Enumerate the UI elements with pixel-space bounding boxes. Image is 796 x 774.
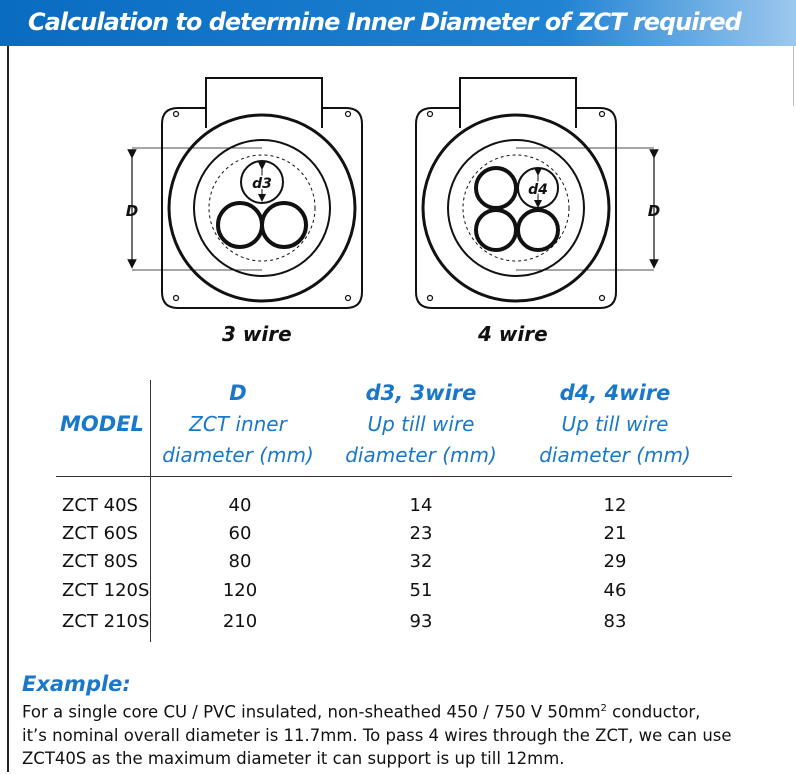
example-heading: Example: — [22, 672, 131, 696]
col-header-d-line1: ZCT inner — [189, 412, 287, 436]
page-title: Calculation to determine Inner Diameter … — [28, 8, 742, 36]
col-header-d-line2: diameter (mm) — [162, 443, 314, 467]
col-header-d: D ZCT inner diameter (mm) — [158, 378, 318, 471]
example-line-2: it’s nominal overall diameter is 11.7mm.… — [22, 725, 732, 745]
model-cell: ZCT 40S — [62, 495, 138, 516]
d-cell: 80 — [228, 551, 252, 572]
table-header-rule — [56, 476, 732, 477]
right-rule — [793, 46, 794, 106]
col-header-d-title: D — [229, 381, 247, 405]
col-header-d3-line1: Up till wire — [367, 412, 475, 436]
example-line-3: ZCT40S as the maximum diameter it can su… — [22, 748, 565, 768]
example-text: For a single core CU / PVC insulated, no… — [22, 697, 792, 770]
example-line-1: For a single core CU / PVC insulated, no… — [22, 702, 701, 722]
col-header-d3: d3, 3wire Up till wire diameter (mm) — [340, 378, 502, 471]
caption-3-wire: 3 wire — [222, 322, 292, 346]
wire-label-d3: d3 — [252, 176, 272, 192]
d-cell: 120 — [222, 580, 258, 601]
diagram-4-wire — [415, 77, 659, 309]
col-header-d4-title: d4, 4wire — [559, 381, 671, 405]
model-header: MODEL — [60, 412, 144, 436]
model-cell: ZCT 80S — [62, 551, 138, 572]
col-header-d4-line1: Up till wire — [561, 412, 669, 436]
left-rule — [7, 46, 9, 772]
d-cell: 210 — [222, 611, 258, 632]
d4-cell: 21 — [603, 523, 627, 544]
d-cell: 60 — [228, 523, 252, 544]
d-cell: 40 — [228, 495, 252, 516]
d3-cell: 51 — [409, 580, 433, 601]
d4-cell: 12 — [603, 495, 627, 516]
d3-cell: 23 — [409, 523, 433, 544]
d3-cell: 32 — [409, 551, 433, 572]
wire-label-d4: d4 — [528, 182, 548, 198]
zct-diagrams: D d3 D d4 — [126, 77, 660, 309]
col-header-d4: d4, 4wire Up till wire diameter (mm) — [534, 378, 696, 471]
dimension-label-d-4wire: D — [648, 202, 660, 220]
table-vertical-rule — [150, 380, 151, 642]
d4-cell: 46 — [603, 580, 627, 601]
col-header-d3-line2: diameter (mm) — [345, 443, 497, 467]
d4-cell: 83 — [603, 611, 627, 632]
d3-cell: 93 — [409, 611, 433, 632]
col-header-d4-line2: diameter (mm) — [539, 443, 691, 467]
diagram-3-wire — [127, 77, 363, 309]
header-bar — [0, 0, 796, 46]
model-cell: ZCT 210S — [62, 611, 150, 632]
d4-cell: 29 — [603, 551, 627, 572]
d3-cell: 14 — [409, 495, 433, 516]
model-cell: ZCT 120S — [62, 580, 150, 601]
caption-4-wire: 4 wire — [478, 322, 548, 346]
dimension-label-d-3wire: D — [126, 202, 138, 220]
col-header-d3-title: d3, 3wire — [365, 381, 477, 405]
model-cell: ZCT 60S — [62, 523, 138, 544]
